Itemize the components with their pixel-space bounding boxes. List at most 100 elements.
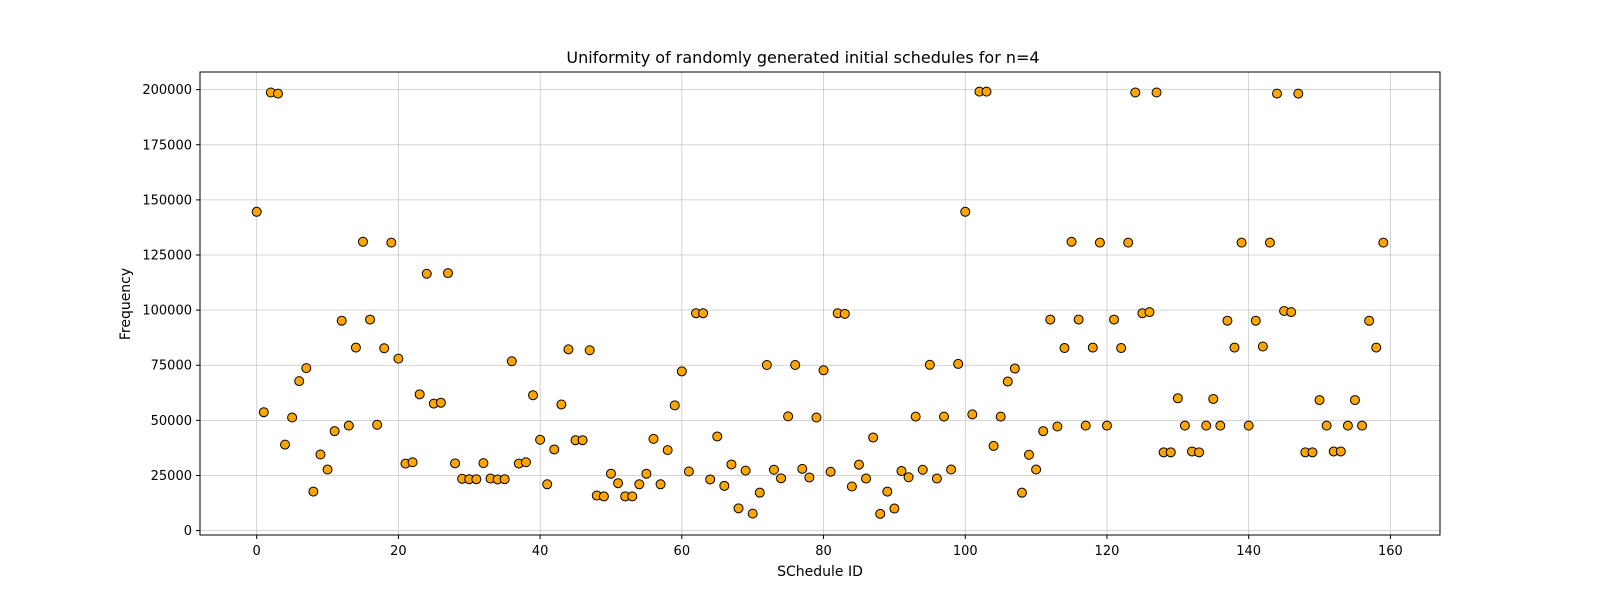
data-point (1059, 343, 1070, 354)
data-point (1172, 393, 1183, 404)
data-point (506, 356, 517, 367)
data-point (336, 315, 347, 326)
data-point (1101, 420, 1112, 431)
data-point (634, 479, 645, 490)
data-point (754, 487, 765, 498)
data-point (627, 491, 638, 502)
data-point (1236, 237, 1247, 248)
data-point (1094, 237, 1105, 248)
data-point (535, 434, 546, 445)
data-point (967, 409, 978, 420)
x-tick-label: 60 (674, 544, 691, 559)
data-point (357, 236, 368, 247)
data-point (655, 479, 666, 490)
data-point (931, 473, 942, 484)
data-point (478, 458, 489, 469)
y-axis-ticks: 0 25000 50000 75000 100000 125000 150000 175000… (142, 83, 200, 539)
data-point (698, 308, 709, 319)
data-point (648, 433, 659, 444)
data-point (846, 481, 857, 492)
x-tick-label: 140 (1236, 544, 1261, 559)
data-point (407, 457, 418, 468)
data-point (662, 445, 673, 456)
data-point (783, 411, 794, 422)
y-tick-label: 0 (184, 524, 192, 539)
grid-lines (200, 72, 1440, 535)
chart-title: Uniformity of randomly generated initial… (566, 48, 1039, 67)
data-point (981, 86, 992, 97)
y-tick-label: 75000 (151, 359, 192, 374)
data-point (605, 468, 616, 479)
data-point (1038, 426, 1049, 437)
x-axis-ticks: 0 20 40 60 80 100 120 140 160 (253, 535, 1403, 559)
data-point (1250, 315, 1261, 326)
data-point (1024, 449, 1035, 460)
data-point (1016, 487, 1027, 498)
data-point (1335, 446, 1346, 457)
data-point (393, 353, 404, 364)
data-point (1144, 307, 1155, 318)
x-tick-label: 20 (390, 544, 407, 559)
data-point (542, 479, 553, 490)
data-point (1087, 342, 1098, 353)
data-point (1357, 420, 1368, 431)
data-point (960, 206, 971, 217)
data-point (776, 473, 787, 484)
data-point (1002, 376, 1013, 387)
data-point (443, 268, 453, 279)
data-point (315, 449, 326, 460)
data-point (1257, 341, 1268, 352)
data-point (1194, 447, 1205, 458)
data-point (1179, 420, 1190, 431)
data-point (1215, 420, 1226, 431)
data-point (825, 466, 836, 477)
y-tick-label: 175000 (142, 138, 192, 153)
data-point (1031, 464, 1042, 475)
data-point (322, 464, 333, 475)
data-point (1272, 88, 1283, 99)
data-point (683, 466, 694, 477)
data-point (726, 459, 737, 470)
data-point (294, 376, 305, 387)
data-point (1293, 88, 1304, 99)
data-point (1151, 87, 1162, 98)
data-point (528, 390, 539, 401)
data-point (889, 503, 900, 514)
data-point (556, 399, 567, 410)
data-point (882, 486, 893, 497)
y-tick-label: 50000 (151, 414, 192, 429)
data-point (1321, 420, 1332, 431)
data-point (768, 464, 779, 475)
data-point (350, 342, 361, 353)
x-axis-label: SChedule ID (777, 564, 863, 580)
data-point (740, 465, 751, 476)
data-point (1052, 421, 1063, 432)
data-point (1116, 343, 1127, 354)
data-point (761, 360, 772, 371)
x-tick-label: 100 (953, 544, 978, 559)
data-point (613, 478, 624, 489)
data-point (939, 411, 949, 422)
data-point (258, 407, 269, 418)
data-point (705, 474, 716, 485)
data-point (308, 486, 319, 497)
data-point (641, 468, 652, 479)
data-point (712, 431, 723, 442)
data-point (343, 420, 354, 431)
data-point (549, 444, 560, 455)
y-tick-label: 200000 (142, 83, 192, 98)
data-point (1201, 420, 1212, 431)
data-point (272, 88, 283, 99)
data-point (747, 508, 758, 519)
x-tick-label: 120 (1095, 544, 1120, 559)
data-point (520, 457, 531, 468)
data-point (797, 463, 808, 474)
x-tick-label: 160 (1378, 544, 1403, 559)
data-point (1130, 87, 1141, 98)
scatter-points (251, 86, 1389, 519)
data-point (868, 432, 879, 443)
data-point (1349, 395, 1360, 406)
data-point (839, 308, 850, 319)
data-point (1229, 342, 1240, 353)
